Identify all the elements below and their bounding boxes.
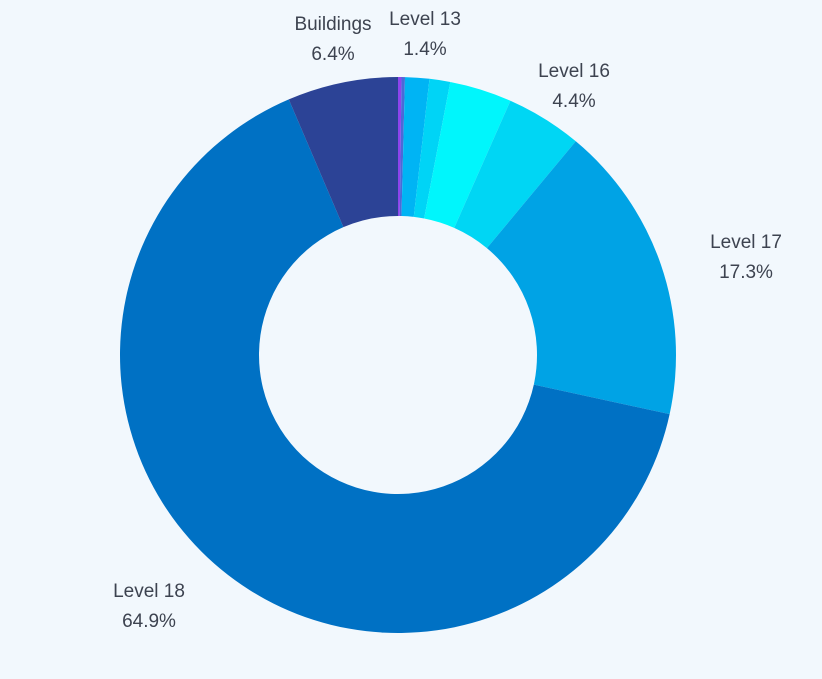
value-level-18: 64.9%	[122, 611, 176, 632]
slice-buildings	[288, 77, 398, 228]
slice-unlabeled-3	[413, 78, 451, 219]
label-level-16: Level 16	[538, 61, 610, 82]
slice-unlabeled-4	[424, 81, 511, 228]
donut-slices	[120, 77, 676, 634]
label-buildings: Buildings	[294, 14, 371, 35]
label-level-13: Level 13	[389, 9, 461, 30]
label-level-17: Level 17	[710, 232, 782, 253]
value-level-16: 4.4%	[552, 91, 595, 112]
slice-unlabeled-0	[398, 77, 402, 217]
value-level-17: 17.3%	[719, 262, 773, 283]
slice-level-18	[120, 99, 670, 634]
slice-level-13	[401, 77, 430, 217]
slice-labels: Level 13 1.4% Level 16 4.4% Level 17 17.3% Lev…	[113, 9, 782, 632]
slice-level-16	[454, 100, 576, 249]
value-buildings: 6.4%	[311, 44, 354, 65]
value-level-13: 1.4%	[403, 39, 446, 60]
slice-level-17	[486, 141, 676, 415]
slice-unlabeled-1	[399, 77, 406, 217]
label-level-18: Level 18	[113, 581, 185, 602]
